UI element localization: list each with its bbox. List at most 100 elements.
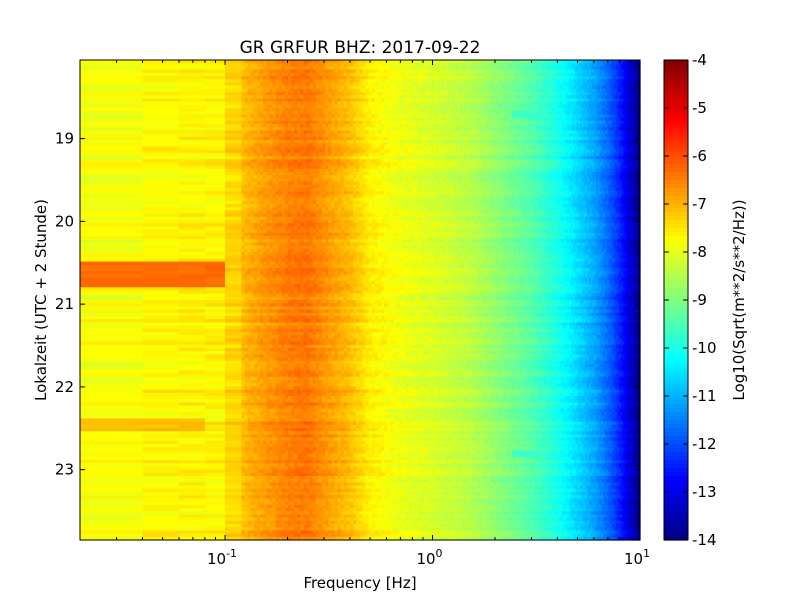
heatmap-cell (396, 66, 401, 71)
heatmap-cell (471, 85, 474, 90)
heatmap-cell (478, 82, 481, 87)
heatmap-cell (331, 92, 336, 96)
heatmap-cell (424, 92, 429, 96)
heatmap-cell (433, 60, 437, 64)
heatmap-cell (453, 69, 456, 74)
heatmap-cell (297, 66, 301, 71)
heatmap-cell (399, 66, 404, 71)
heatmap-cell (608, 66, 611, 71)
heatmap-cell (331, 88, 336, 93)
heatmap-cell (631, 85, 635, 90)
heatmap-cell (356, 66, 360, 71)
heatmap-cell (399, 76, 404, 80)
heatmap-cell (444, 76, 447, 80)
heatmap-cell (588, 98, 592, 103)
heatmap-cell (322, 101, 326, 106)
heatmap-cell (628, 69, 631, 74)
heatmap-cell (505, 101, 508, 106)
heatmap-cell (179, 76, 206, 80)
heatmap-cell (467, 98, 470, 103)
heatmap-cell (374, 72, 379, 77)
heatmap-cell (424, 69, 429, 74)
heatmap-cell (603, 95, 606, 99)
heatmap-cell (377, 95, 382, 99)
heatmap-cell (524, 85, 528, 90)
heatmap-cell (528, 63, 531, 67)
heatmap-cell (587, 92, 590, 96)
heatmap-cell (560, 92, 563, 96)
heatmap-cell (596, 95, 599, 99)
heatmap-cell (142, 72, 180, 77)
heatmap-cell (458, 63, 462, 67)
heatmap-cell (471, 92, 474, 96)
heatmap-cell (315, 76, 320, 80)
heatmap-cell (253, 92, 258, 96)
heatmap-cell (626, 95, 629, 99)
heatmap-cell (272, 69, 277, 74)
heatmap-cell (485, 72, 488, 77)
heatmap-cell (604, 82, 608, 87)
heatmap-cell (474, 76, 478, 80)
heatmap-cell (297, 92, 301, 96)
heatmap-cell (549, 76, 553, 80)
heatmap-cell (312, 88, 317, 93)
heatmap-cell (567, 66, 570, 71)
heatmap-cell (368, 72, 373, 77)
heatmap-cell (562, 98, 565, 103)
heatmap-cell (560, 101, 563, 106)
heatmap-cell (608, 82, 611, 87)
heatmap-cell (346, 92, 351, 96)
heatmap-cell (490, 69, 494, 74)
heatmap-cell (256, 72, 261, 77)
heatmap-cell (179, 63, 206, 67)
heatmap-cell (272, 101, 277, 106)
heatmap-cell (633, 95, 636, 99)
heatmap-cell (572, 101, 576, 106)
heatmap-cell (437, 101, 440, 106)
heatmap-cell (492, 98, 495, 103)
heatmap-cell (442, 82, 445, 87)
heatmap-cell (474, 72, 478, 77)
heatmap-cell (560, 79, 563, 83)
heatmap-cell (571, 66, 574, 71)
heatmap-cell (458, 66, 462, 71)
heatmap-cell (451, 82, 454, 87)
heatmap-cell (472, 85, 476, 90)
heatmap-cell (435, 95, 438, 99)
heatmap-cell (418, 60, 422, 64)
heatmap-cell (291, 95, 295, 99)
heatmap-cell (399, 85, 404, 90)
heatmap-cell (390, 69, 394, 74)
heatmap-cell (562, 63, 565, 67)
heatmap-cell (469, 63, 472, 67)
heatmap-cell (269, 60, 274, 64)
heatmap-cell (303, 98, 308, 103)
heatmap-cell (291, 69, 295, 74)
heatmap-cell (396, 79, 401, 83)
heatmap-cell (421, 101, 425, 106)
heatmap-cell (522, 79, 526, 83)
heatmap-cell (615, 76, 619, 80)
heatmap-cell (455, 66, 458, 71)
heatmap-cell (337, 88, 342, 93)
heatmap-cell (558, 88, 561, 93)
heatmap-cell (465, 63, 469, 67)
heatmap-cell (471, 63, 474, 67)
heatmap-cell (472, 63, 476, 67)
heatmap-cell (530, 95, 533, 99)
heatmap-cell (622, 88, 626, 93)
heatmap-cell (387, 60, 391, 64)
heatmap-cell (581, 60, 585, 64)
heatmap-cell (563, 72, 567, 77)
heatmap-cell (244, 92, 249, 96)
heatmap-cell (576, 72, 579, 77)
heatmap-cell (287, 76, 292, 80)
heatmap-cell (430, 95, 435, 99)
heatmap-cell (581, 95, 585, 99)
heatmap-cell (497, 82, 501, 87)
heatmap-cell (594, 98, 597, 103)
heatmap-cell (505, 63, 508, 67)
heatmap-cell (415, 98, 419, 103)
heatmap-cell (377, 88, 382, 93)
